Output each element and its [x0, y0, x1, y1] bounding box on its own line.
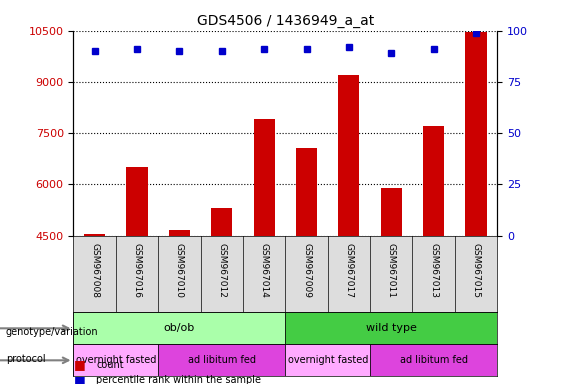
- Bar: [169, 230, 190, 384]
- Text: GSM967013: GSM967013: [429, 243, 438, 298]
- Bar: [285, 312, 497, 344]
- Bar: [296, 149, 317, 384]
- Text: overnight fasted: overnight fasted: [76, 355, 156, 365]
- Text: ad libitum fed: ad libitum fed: [188, 355, 256, 365]
- Bar: [370, 344, 497, 376]
- Bar: [84, 235, 105, 384]
- Text: GSM967010: GSM967010: [175, 243, 184, 298]
- Text: wild type: wild type: [366, 323, 417, 333]
- Title: GDS4506 / 1436949_a_at: GDS4506 / 1436949_a_at: [197, 14, 374, 28]
- Text: GSM967017: GSM967017: [345, 243, 353, 298]
- Text: count: count: [96, 360, 124, 370]
- Text: protocol: protocol: [6, 354, 45, 364]
- Bar: [423, 126, 444, 384]
- Bar: [254, 119, 275, 384]
- Bar: [466, 32, 486, 384]
- Text: genotype/variation: genotype/variation: [6, 327, 98, 337]
- Text: GSM967015: GSM967015: [472, 243, 480, 298]
- Text: ob/ob: ob/ob: [164, 323, 195, 333]
- Text: GSM967008: GSM967008: [90, 243, 99, 298]
- Bar: [338, 75, 359, 384]
- Text: GSM967012: GSM967012: [218, 243, 226, 298]
- Bar: [127, 167, 147, 384]
- Bar: [158, 344, 285, 376]
- Bar: [73, 312, 285, 344]
- Text: GSM967011: GSM967011: [387, 243, 396, 298]
- Text: overnight fasted: overnight fasted: [288, 355, 368, 365]
- Text: ■: ■: [73, 374, 85, 384]
- Text: percentile rank within the sample: percentile rank within the sample: [96, 375, 261, 384]
- Bar: [381, 188, 402, 384]
- Bar: [285, 344, 370, 376]
- Text: GSM967014: GSM967014: [260, 243, 268, 298]
- Text: ■: ■: [73, 358, 85, 371]
- Text: GSM967016: GSM967016: [133, 243, 141, 298]
- Bar: [73, 344, 158, 376]
- Bar: [211, 208, 232, 384]
- Text: GSM967009: GSM967009: [302, 243, 311, 298]
- Text: ad libitum fed: ad libitum fed: [399, 355, 468, 365]
